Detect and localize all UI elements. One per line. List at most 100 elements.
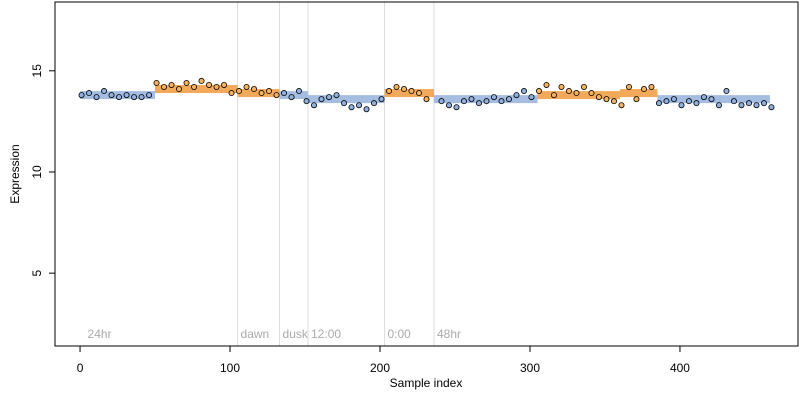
point xyxy=(213,83,220,90)
point xyxy=(161,83,168,90)
point xyxy=(670,96,677,103)
point xyxy=(580,83,587,90)
annotation: 48hr xyxy=(437,327,461,341)
point xyxy=(760,100,767,107)
point xyxy=(753,102,760,109)
x-tick-label: 100 xyxy=(220,361,240,375)
point xyxy=(288,94,295,101)
point xyxy=(640,86,647,93)
point xyxy=(483,98,490,105)
point xyxy=(550,92,557,99)
point xyxy=(528,94,535,101)
point xyxy=(633,96,640,103)
point xyxy=(445,102,452,109)
plot-frame xyxy=(54,1,799,347)
point xyxy=(708,96,715,103)
point xyxy=(378,96,385,103)
point xyxy=(168,81,175,88)
point xyxy=(243,83,250,90)
point xyxy=(715,102,722,109)
point xyxy=(86,90,93,97)
point xyxy=(558,83,565,90)
point xyxy=(475,100,482,107)
y-tick-label: 15 xyxy=(30,64,44,78)
point xyxy=(191,83,198,90)
point xyxy=(401,86,408,93)
segment-bar xyxy=(384,89,434,98)
point xyxy=(423,96,430,103)
x-tick-label: 300 xyxy=(520,361,540,375)
point xyxy=(505,96,512,103)
y-tick-label: 10 xyxy=(30,165,44,179)
point xyxy=(221,81,228,88)
point xyxy=(348,104,355,111)
point xyxy=(333,92,340,99)
point xyxy=(108,92,115,99)
point xyxy=(273,92,280,99)
point xyxy=(296,88,303,95)
point xyxy=(490,94,497,101)
point xyxy=(610,98,617,105)
point xyxy=(416,90,423,97)
point xyxy=(153,79,160,86)
point xyxy=(603,96,610,103)
point xyxy=(183,79,190,86)
point xyxy=(356,102,363,109)
point xyxy=(258,90,265,97)
annotation: 24hr xyxy=(88,327,112,341)
point xyxy=(513,92,520,99)
annotation: dawn xyxy=(241,327,270,341)
point xyxy=(655,100,662,107)
y-axis-label: Expression xyxy=(8,144,22,203)
point xyxy=(341,100,348,107)
point xyxy=(363,106,370,113)
segment-bar xyxy=(279,91,309,100)
x-tick-label: 0 xyxy=(77,361,84,375)
point xyxy=(131,94,138,101)
point xyxy=(393,83,400,90)
point xyxy=(93,94,100,101)
point xyxy=(595,94,602,101)
point xyxy=(453,104,460,111)
point xyxy=(138,94,145,101)
point xyxy=(588,90,595,97)
point xyxy=(498,98,505,105)
point xyxy=(438,98,445,105)
point xyxy=(206,81,213,88)
point xyxy=(738,102,745,109)
point xyxy=(768,104,775,111)
point xyxy=(198,77,205,84)
segment-bar xyxy=(308,95,385,104)
x-tick-label: 400 xyxy=(670,361,690,375)
point xyxy=(146,92,153,99)
point xyxy=(460,98,467,105)
point xyxy=(648,83,655,90)
segment-bar xyxy=(537,91,620,100)
point xyxy=(176,86,183,93)
point xyxy=(693,100,700,107)
point xyxy=(730,98,737,105)
point xyxy=(318,96,325,103)
annotation: 12:00 xyxy=(311,327,341,341)
point xyxy=(371,100,378,107)
point xyxy=(678,102,685,109)
point xyxy=(116,94,123,101)
point xyxy=(78,92,85,99)
point xyxy=(625,83,632,90)
segment-bar xyxy=(619,89,658,98)
point xyxy=(723,88,730,95)
point xyxy=(266,88,273,95)
point xyxy=(236,88,243,95)
point xyxy=(685,98,692,105)
point xyxy=(386,88,393,95)
point xyxy=(468,96,475,103)
x-tick-label: 200 xyxy=(370,361,390,375)
point xyxy=(123,92,130,99)
y-tick-label: 5 xyxy=(30,269,44,276)
point xyxy=(573,90,580,97)
annotation: 0:00 xyxy=(388,327,412,341)
x-axis-label: Sample index xyxy=(390,376,463,390)
point xyxy=(281,90,288,97)
point xyxy=(543,81,550,88)
